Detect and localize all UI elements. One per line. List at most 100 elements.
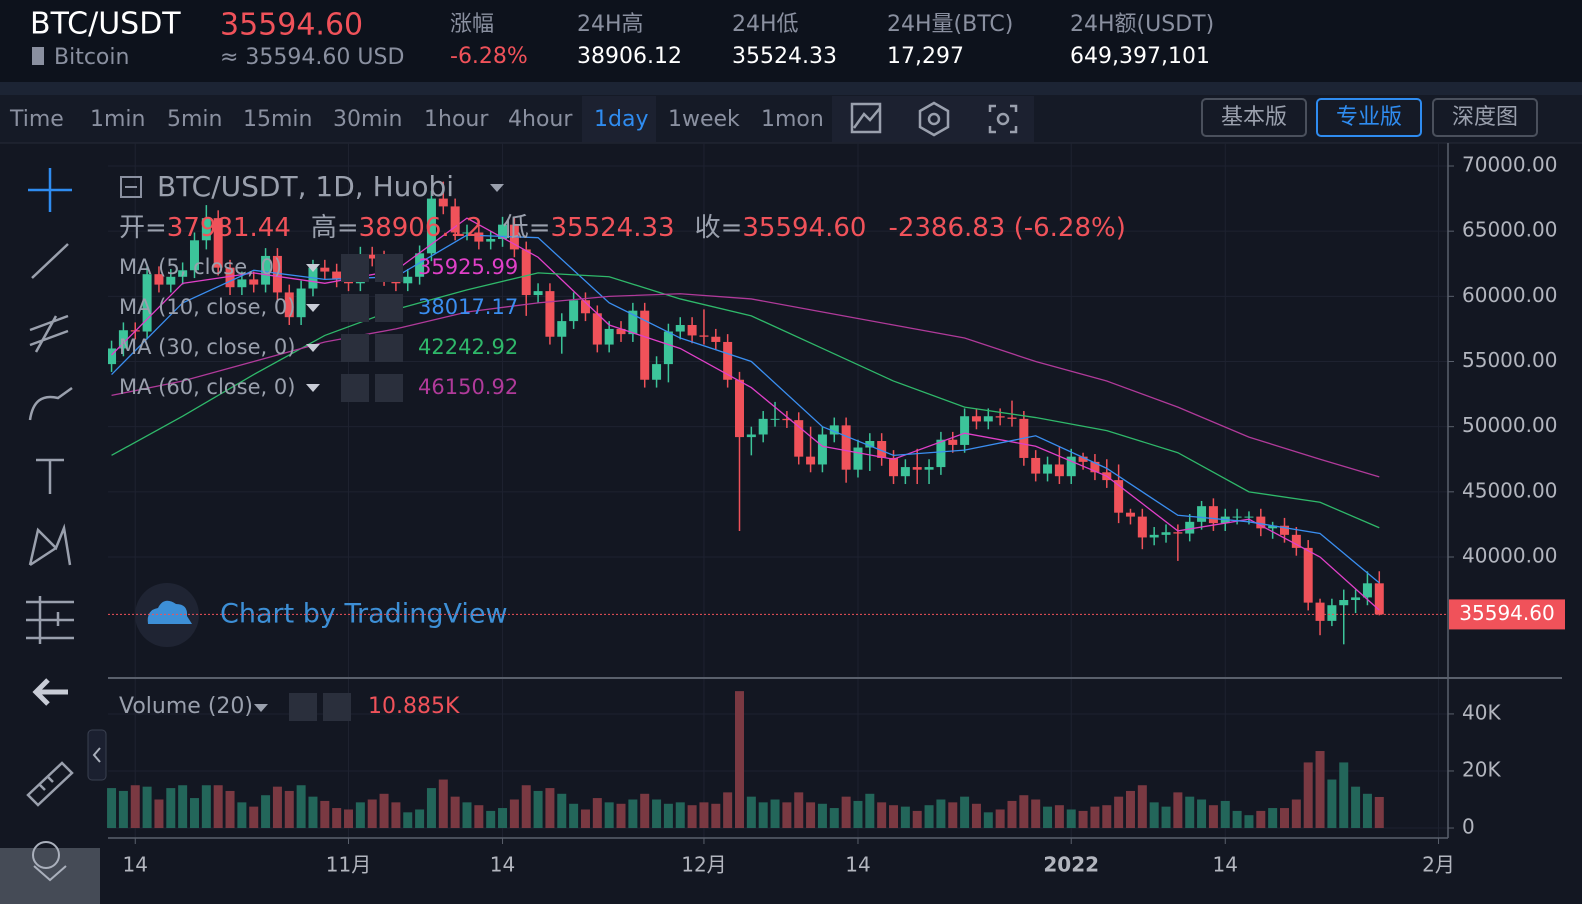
volume-bar [308, 796, 318, 829]
interval-button[interactable]: 4hour [508, 107, 573, 132]
stats: 涨幅 -6.28% 24H高 38906.12 24H低 35524.33 24H量(BTC… [450, 12, 1214, 69]
crosshair-tool[interactable] [28, 168, 72, 212]
line-tool[interactable] [31, 243, 69, 279]
ruler-tool[interactable] [26, 761, 74, 807]
volume-bar [865, 793, 875, 829]
ma-settings [341, 294, 369, 322]
volume-bar [675, 802, 685, 829]
volume-bar [1031, 799, 1041, 829]
volume-bar [367, 799, 377, 829]
interval-button[interactable]: 30min [333, 107, 402, 132]
candle-body [675, 325, 685, 332]
interval-button[interactable]: 1day [594, 107, 648, 132]
axes: 40000.00 45000.00 50000.00 55000.00 60000.00… [123, 153, 1558, 877]
candle-body [1054, 464, 1064, 477]
text-tool[interactable] [36, 458, 64, 494]
candle-body [912, 467, 922, 470]
view-label: 专业版 [1336, 105, 1402, 130]
volume-dropdown[interactable] [254, 704, 268, 712]
y-tick-label: 60000.00 [1462, 283, 1557, 307]
collapse-box[interactable] [120, 176, 142, 198]
volume-bar [924, 805, 934, 829]
volume-bar [154, 799, 164, 829]
ohlc-value: 35524.33 [551, 213, 675, 243]
candle-body [545, 291, 555, 337]
candle-body [533, 291, 543, 296]
pitchfork-tool[interactable] [29, 314, 69, 353]
last-price-label: 35594.60 [1459, 601, 1554, 625]
volume-bar [889, 805, 899, 829]
volume-bar [1244, 815, 1254, 829]
brush-tool[interactable] [28, 386, 73, 421]
y-tick-label: 20K [1462, 757, 1501, 781]
volume-settings[interactable] [289, 693, 317, 721]
candle-body [1208, 506, 1218, 524]
volume-remove[interactable] [323, 693, 351, 721]
y-tick-label: 40K [1462, 700, 1501, 724]
ma-settings [341, 254, 369, 282]
x-tick-label: 12月 [681, 853, 726, 877]
snapshot-button[interactable] [968, 96, 1034, 142]
back-tool[interactable] [32, 678, 68, 706]
candle-body [1244, 516, 1254, 518]
volume-bar [652, 799, 662, 829]
candle-body [865, 441, 875, 448]
candle-body [498, 224, 508, 239]
view-button[interactable] [1432, 98, 1538, 137]
volume-bar [509, 799, 519, 829]
candle-body [569, 300, 579, 322]
legend-dropdown[interactable] [490, 184, 504, 192]
volume-bar [960, 796, 970, 829]
collapse-icon [33, 865, 67, 882]
candle-body [1374, 583, 1384, 615]
volume-bar [1232, 810, 1242, 829]
view-button[interactable] [1201, 98, 1307, 137]
ma-legend-value: 46150.92 [418, 375, 518, 399]
candle-body [1256, 516, 1266, 529]
interval-button[interactable]: 1week [668, 107, 740, 132]
volume-bar [1078, 810, 1088, 829]
candle-body [118, 330, 128, 349]
snapshot-icon-center [996, 112, 1010, 126]
volume-bar [474, 805, 484, 829]
volume-bar [1220, 800, 1230, 829]
ma-dropdown [306, 384, 320, 392]
candle-body [877, 441, 887, 458]
volume-bar [213, 785, 223, 829]
volume-bar [1362, 793, 1372, 829]
ma-dropdown [306, 344, 320, 352]
candle-body [1291, 534, 1301, 548]
volume-bar [1197, 799, 1207, 829]
interval-button[interactable]: 5min [167, 107, 222, 132]
zoom-panel[interactable] [0, 848, 100, 904]
volume-bar [178, 785, 188, 829]
candle-body [829, 425, 839, 435]
interval-button[interactable]: 1min [90, 107, 145, 132]
volume-bar [1315, 751, 1325, 829]
volume-bar [1066, 809, 1076, 829]
candle-body [1185, 521, 1195, 534]
candle-body [900, 467, 910, 477]
volume-bar [1327, 779, 1337, 829]
interval-button[interactable]: 15min [243, 107, 312, 132]
volume-bar [877, 802, 887, 829]
ma-legend-name: MA (5, close, 0) [119, 255, 282, 279]
x-tick-label: 2022 [1043, 853, 1099, 877]
volume-bar [521, 785, 531, 829]
measure-tool[interactable] [26, 596, 74, 644]
candle-body [1161, 532, 1171, 535]
interval-button[interactable]: 1mon [761, 107, 824, 132]
volume-value: 10.885K [368, 694, 460, 719]
volume-bar [1268, 808, 1278, 829]
y-tick-label: 65000.00 [1462, 218, 1557, 242]
watermark-text: Chart by TradingView [220, 599, 508, 630]
pattern-tool[interactable] [28, 523, 72, 567]
view-button[interactable] [1316, 98, 1422, 137]
sidebar-toggle[interactable] [87, 729, 107, 781]
settings-icon [918, 101, 950, 137]
interval-button[interactable]: 1hour [424, 107, 489, 132]
candle-body [403, 276, 413, 284]
volume-bar [261, 795, 271, 829]
interval-button[interactable]: Time [9, 107, 64, 132]
